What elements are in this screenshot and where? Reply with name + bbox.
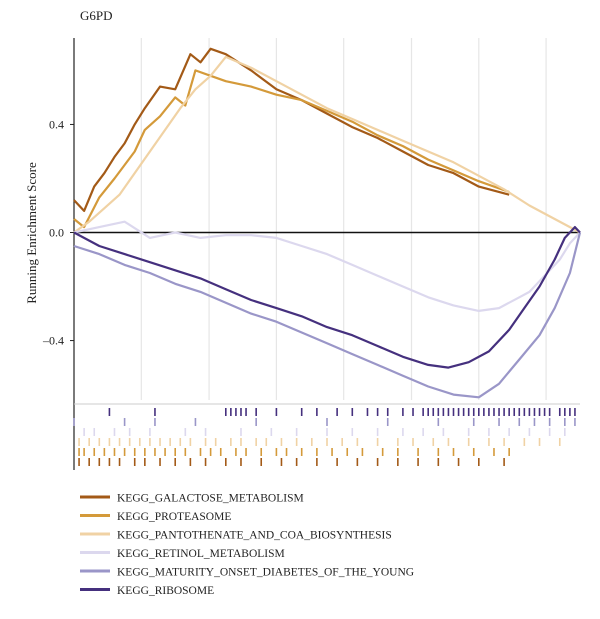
y-tick-label: 0.0: [49, 226, 64, 240]
y-tick-label: 0.4: [49, 117, 64, 131]
hit-rug: [73, 408, 576, 466]
legend-label: KEGG_PANTOTHENATE_AND_COA_BIOSYNTHESIS: [117, 530, 392, 542]
legend: KEGG_GALACTOSE_METABOLISM KEGG_PROTEASOME…: [80, 493, 414, 597]
series-line-3: [73, 220, 581, 312]
series-lines: [73, 47, 582, 399]
series-line-1: [73, 69, 510, 229]
series-line-5: [73, 226, 581, 369]
series-line-2: [73, 55, 581, 234]
legend-label: KEGG_GALACTOSE_METABOLISM: [117, 493, 304, 505]
axes: 0.4 0.0 –0.4: [42, 38, 580, 470]
series-line-4: [73, 232, 582, 399]
y-axis-label: Running Enrichment Score: [24, 162, 39, 304]
vertical-grid: [140, 38, 547, 400]
y-tick-label: –0.4: [42, 334, 64, 348]
legend-label: KEGG_RETINOL_METABOLISM: [117, 548, 285, 560]
chart-title: G6PD: [80, 8, 113, 23]
legend-label: KEGG_MATURITY_ONSET_DIABETES_OF_THE_YOUN…: [117, 567, 414, 579]
legend-label: KEGG_RIBOSOME: [117, 585, 214, 597]
series-line-0: [73, 47, 510, 212]
legend-label: KEGG_PROTEASOME: [117, 511, 231, 523]
